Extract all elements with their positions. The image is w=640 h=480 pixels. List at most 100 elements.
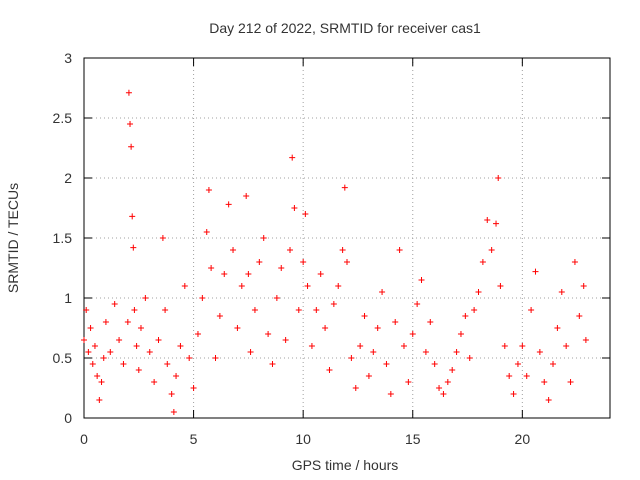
data-point [289,154,296,161]
data-point [221,271,228,277]
data-point [295,307,302,313]
data-point [142,295,149,301]
data-point [536,349,543,355]
data-point [462,313,469,319]
x-tick-label: 20 [515,431,531,447]
data-point [523,373,530,379]
data-point [392,319,399,325]
data-point [146,349,153,355]
data-point [194,331,201,337]
data-point [405,379,412,385]
data-point [128,143,135,150]
x-tick-label: 0 [80,431,88,447]
data-point [125,89,132,96]
data-point [216,313,223,319]
data-point [89,361,96,367]
data-point [100,355,107,361]
data-point [137,325,144,331]
data-point [567,379,574,385]
chart-title: Day 212 of 2022, SRMTID for receiver cas… [209,20,481,36]
data-point [135,367,142,373]
data-point [554,325,561,331]
data-point [422,349,429,355]
data-point [313,307,320,313]
data-point [541,379,548,385]
data-point [400,343,407,349]
data-point [576,313,583,319]
data-point [357,343,364,349]
data-point [370,349,377,355]
y-tick-label: 2.5 [53,110,73,126]
data-point [532,268,539,275]
data-point [582,337,589,343]
data-point [127,121,134,127]
data-point [96,397,103,403]
data-point [234,325,241,331]
data-point [247,349,254,355]
data-point [131,307,138,313]
data-point [98,379,105,385]
data-point [111,301,118,307]
x-tick-label: 5 [190,431,198,447]
data-point [488,247,495,253]
data-point [383,361,390,367]
data-point [81,337,87,343]
data-point [238,283,245,289]
axis-ticks: 0 0.5 1 1.5 2 2.5 3 0 5 10 15 20 [53,50,610,447]
data-point [173,373,180,379]
data-points [81,89,589,415]
data-point [550,361,557,367]
data-point [514,361,521,367]
data-point [91,343,98,349]
y-tick-label: 0 [64,410,72,426]
data-point [528,307,535,313]
data-point [155,337,162,343]
x-tick-label: 15 [405,431,421,447]
x-axis-label: GPS time / hours [292,457,399,473]
data-point [493,220,500,227]
data-point [497,283,504,289]
data-point [427,319,434,325]
data-point [519,343,526,349]
grid [84,58,610,418]
y-axis-label: SRMTID / TECUs [5,183,21,293]
data-point [335,283,342,289]
data-point [245,271,252,277]
data-point [164,361,171,367]
data-point [181,283,188,289]
data-point [308,343,315,349]
data-point [580,283,587,289]
data-point [273,295,280,301]
data-point [265,331,272,337]
data-point [159,235,166,241]
data-point [302,211,309,217]
data-point [203,229,210,235]
data-point [436,385,443,391]
data-point [495,175,502,181]
data-point [414,301,421,307]
data-point [510,391,517,397]
data-point [278,265,285,271]
data-point [444,379,451,385]
data-point [94,373,101,379]
data-point [453,349,460,355]
data-point [304,283,311,289]
data-point [352,385,359,391]
data-point [124,319,131,325]
data-point [133,343,140,349]
data-point [208,265,215,271]
data-point [120,361,127,367]
data-point [205,187,212,193]
y-tick-label: 0.5 [53,350,73,366]
data-point [379,289,386,295]
data-point [348,355,355,361]
data-point [339,247,346,253]
data-point [102,319,109,325]
data-point [322,325,329,331]
data-point [326,367,333,373]
data-point [484,217,491,223]
data-point [225,201,232,208]
data-point [162,307,169,313]
data-point [130,244,137,251]
